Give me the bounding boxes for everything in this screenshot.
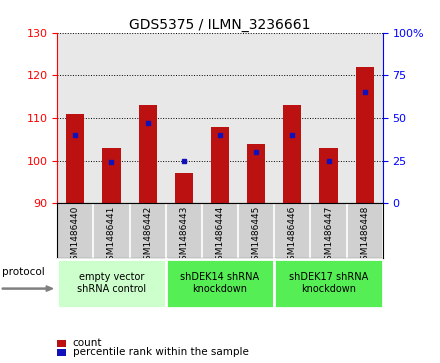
Text: GSM1486444: GSM1486444: [216, 206, 224, 266]
Text: GSM1486443: GSM1486443: [180, 206, 188, 266]
FancyBboxPatch shape: [166, 259, 274, 307]
Text: protocol: protocol: [2, 267, 45, 277]
Text: shDEK14 shRNA
knockdown: shDEK14 shRNA knockdown: [180, 272, 260, 294]
Bar: [247, 143, 265, 203]
Text: GSM1486442: GSM1486442: [143, 206, 152, 266]
Text: GSM1486441: GSM1486441: [107, 206, 116, 266]
Bar: [356, 67, 374, 203]
Text: GSM1486445: GSM1486445: [252, 206, 260, 266]
Bar: [103, 148, 121, 203]
Text: GSM1486446: GSM1486446: [288, 206, 297, 266]
Text: GDS5375 / ILMN_3236661: GDS5375 / ILMN_3236661: [129, 18, 311, 32]
Text: shDEK17 shRNA
knockdown: shDEK17 shRNA knockdown: [289, 272, 368, 294]
FancyBboxPatch shape: [274, 259, 383, 307]
Bar: [175, 174, 193, 203]
Text: percentile rank within the sample: percentile rank within the sample: [73, 347, 249, 358]
Bar: [319, 148, 337, 203]
Text: GSM1486440: GSM1486440: [71, 206, 80, 266]
Text: GSM1486447: GSM1486447: [324, 206, 333, 266]
FancyBboxPatch shape: [57, 259, 166, 307]
Text: GSM1486448: GSM1486448: [360, 206, 369, 266]
Bar: [66, 114, 84, 203]
Bar: [139, 105, 157, 203]
Bar: [211, 126, 229, 203]
Text: empty vector
shRNA control: empty vector shRNA control: [77, 272, 146, 294]
Text: count: count: [73, 338, 102, 348]
Bar: [283, 105, 301, 203]
